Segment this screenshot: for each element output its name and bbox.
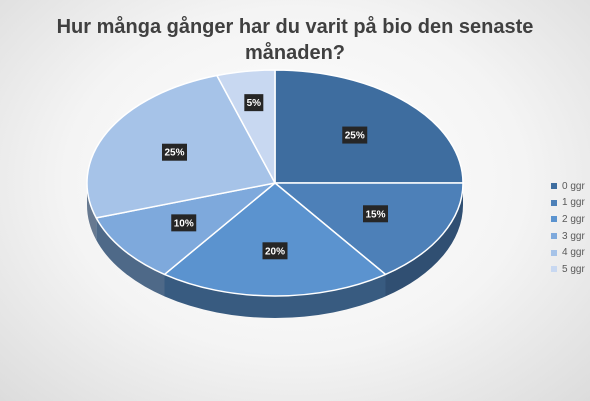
data-label-box	[171, 214, 197, 232]
legend-label: 3 ggr	[562, 230, 585, 242]
data-label-3-ggr: 10%	[171, 214, 197, 232]
legend-item-0-ggr: 0 ggr	[551, 178, 585, 195]
data-label-box	[244, 94, 264, 112]
data-label-box	[363, 205, 389, 223]
data-label-text: 15%	[365, 209, 385, 220]
legend-item-1-ggr: 1 ggr	[551, 195, 585, 212]
pie-slice-0-ggr	[274, 69, 464, 184]
legend: 0 ggr 1 ggr 2 ggr 3 ggr 4 ggr 5 ggr	[551, 178, 585, 278]
legend-swatch	[551, 216, 557, 223]
pie-side-3-ggr	[96, 217, 165, 297]
legend-swatch	[551, 266, 557, 273]
data-label-text: 10%	[174, 218, 194, 229]
chart-title-line-1: Hur många gånger har du varit på bio den…	[56, 16, 534, 38]
data-label-text: 20%	[265, 246, 285, 257]
legend-swatch	[551, 233, 557, 240]
pie-slice-2-ggr	[163, 182, 387, 297]
data-label-4-ggr: 25%	[161, 143, 187, 161]
legend-item-3-ggr: 3 ggr	[551, 228, 585, 245]
data-label-0-ggr: 25%	[342, 126, 368, 144]
legend-swatch	[551, 249, 557, 256]
legend-swatch	[551, 183, 557, 190]
chart-title: Hur många gånger har du varit på bio den…	[0, 14, 590, 66]
pie-side-1-ggr	[385, 183, 463, 297]
data-label-layer: 25% 15% 20% 10% 25% 5%	[161, 94, 389, 260]
data-label-text: 25%	[345, 131, 365, 142]
data-label-1-ggr: 15%	[363, 205, 389, 223]
data-label-2-ggr: 20%	[262, 242, 288, 260]
pie-top-layer	[86, 69, 464, 297]
data-label-box	[342, 126, 368, 144]
legend-label: 1 ggr	[562, 197, 585, 209]
pie-slice-1-ggr	[274, 182, 464, 276]
legend-item-5-ggr: 5 ggr	[551, 261, 585, 278]
data-label-5-ggr: 5%	[244, 94, 264, 112]
legend-swatch	[551, 199, 557, 206]
data-label-box	[262, 242, 288, 260]
legend-label: 4 ggr	[562, 247, 585, 259]
legend-label: 2 ggr	[562, 213, 585, 225]
legend-item-2-ggr: 2 ggr	[551, 211, 585, 228]
legend-label: 5 ggr	[562, 263, 585, 275]
legend-item-4-ggr: 4 ggr	[551, 244, 585, 261]
data-label-box	[161, 143, 187, 161]
pie-side-4-ggr	[87, 183, 97, 240]
data-label-text: 5%	[247, 98, 262, 109]
data-label-text: 25%	[164, 148, 184, 159]
legend-label: 0 ggr	[562, 180, 585, 192]
chart-title-line-2: månaden?	[244, 42, 346, 64]
